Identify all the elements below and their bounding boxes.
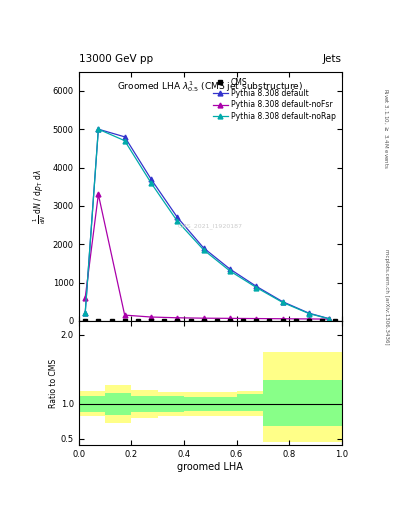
CMS: [215, 318, 219, 324]
Pythia 8.308 default-noRap: [149, 180, 153, 186]
CMS: [175, 318, 180, 324]
CMS: [96, 318, 101, 324]
Line: CMS: CMS: [83, 319, 337, 323]
Bar: [237, 392, 263, 416]
CMS: [228, 318, 232, 324]
Pythia 8.308 default-noFsr: [175, 315, 180, 321]
CMS: [122, 318, 127, 324]
Pythia 8.308 default-noRap: [175, 218, 180, 224]
Text: Jets: Jets: [323, 54, 342, 64]
CMS: [294, 318, 298, 324]
CMS: [254, 318, 259, 324]
Pythia 8.308 default-noFsr: [96, 191, 101, 198]
Pythia 8.308 default-noRap: [280, 300, 285, 306]
Pythia 8.308 default-noRap: [228, 268, 232, 274]
CMS: [241, 318, 246, 324]
CMS: [149, 318, 153, 324]
Bar: [210, 392, 237, 416]
Bar: [79, 396, 105, 412]
X-axis label: groomed LHA: groomed LHA: [177, 462, 243, 472]
Pythia 8.308 default-noRap: [254, 285, 259, 291]
CMS: [307, 318, 311, 324]
Text: mcplots.cern.ch [arXiv:1306.3436]: mcplots.cern.ch [arXiv:1306.3436]: [384, 249, 389, 345]
Bar: [105, 393, 131, 415]
Legend: CMS, Pythia 8.308 default, Pythia 8.308 default-noFsr, Pythia 8.308 default-noRa: CMS, Pythia 8.308 default, Pythia 8.308 …: [210, 75, 338, 123]
Pythia 8.308 default: [149, 176, 153, 182]
CMS: [320, 318, 325, 324]
Bar: [79, 392, 105, 416]
Bar: [158, 396, 184, 412]
Bar: [263, 380, 342, 426]
Pythia 8.308 default: [175, 215, 180, 221]
Pythia 8.308 default: [307, 310, 311, 316]
Line: Pythia 8.308 default-noRap: Pythia 8.308 default-noRap: [83, 127, 331, 321]
Pythia 8.308 default: [83, 310, 88, 316]
CMS: [109, 318, 114, 324]
CMS: [333, 318, 338, 324]
Text: Groomed LHA $\lambda^{1}_{0.5}$ (CMS jet substructure): Groomed LHA $\lambda^{1}_{0.5}$ (CMS jet…: [117, 79, 303, 94]
Pythia 8.308 default-noFsr: [254, 315, 259, 322]
Pythia 8.308 default-noFsr: [122, 312, 127, 318]
Pythia 8.308 default: [280, 298, 285, 305]
Pythia 8.308 default-noRap: [83, 310, 88, 316]
CMS: [280, 318, 285, 324]
CMS: [188, 318, 193, 324]
Pythia 8.308 default: [228, 266, 232, 272]
Bar: [263, 352, 342, 442]
Pythia 8.308 default-noRap: [326, 316, 331, 322]
CMS: [267, 318, 272, 324]
Bar: [105, 385, 131, 422]
Pythia 8.308 default: [122, 134, 127, 140]
Text: CMS_2021_I1920187: CMS_2021_I1920187: [178, 223, 243, 229]
Bar: [131, 390, 158, 418]
Pythia 8.308 default-noRap: [96, 126, 101, 132]
Bar: [237, 394, 263, 411]
Bar: [210, 397, 237, 411]
Bar: [131, 396, 158, 412]
Y-axis label: $\frac{1}{\mathrm{d}N}$ $\mathrm{d}N$ / $\mathrm{d}p_{\mathrm{T}}$ $\mathrm{d}\l: $\frac{1}{\mathrm{d}N}$ $\mathrm{d}N$ / …: [32, 169, 48, 224]
Y-axis label: Ratio to CMS: Ratio to CMS: [49, 358, 58, 408]
Pythia 8.308 default-noFsr: [280, 316, 285, 322]
Pythia 8.308 default-noRap: [201, 247, 206, 253]
Pythia 8.308 default-noRap: [307, 310, 311, 316]
Pythia 8.308 default-noFsr: [149, 314, 153, 320]
Pythia 8.308 default-noFsr: [83, 295, 88, 301]
Text: Rivet 3.1.10, $\geq$ 3.4M events: Rivet 3.1.10, $\geq$ 3.4M events: [382, 88, 389, 168]
Pythia 8.308 default-noFsr: [326, 316, 331, 322]
CMS: [136, 318, 140, 324]
Pythia 8.308 default: [254, 283, 259, 289]
Pythia 8.308 default: [96, 126, 101, 132]
CMS: [83, 318, 88, 324]
Line: Pythia 8.308 default-noFsr: Pythia 8.308 default-noFsr: [83, 192, 331, 322]
Line: Pythia 8.308 default: Pythia 8.308 default: [83, 127, 331, 321]
Pythia 8.308 default-noFsr: [228, 315, 232, 322]
Bar: [184, 392, 210, 416]
CMS: [162, 318, 167, 324]
Pythia 8.308 default: [326, 315, 331, 322]
CMS: [201, 318, 206, 324]
Text: 13000 GeV pp: 13000 GeV pp: [79, 54, 153, 64]
Pythia 8.308 default-noFsr: [307, 316, 311, 322]
Bar: [184, 397, 210, 411]
Bar: [158, 392, 184, 416]
Pythia 8.308 default: [201, 245, 206, 251]
Pythia 8.308 default-noRap: [122, 138, 127, 144]
Pythia 8.308 default-noFsr: [201, 315, 206, 321]
